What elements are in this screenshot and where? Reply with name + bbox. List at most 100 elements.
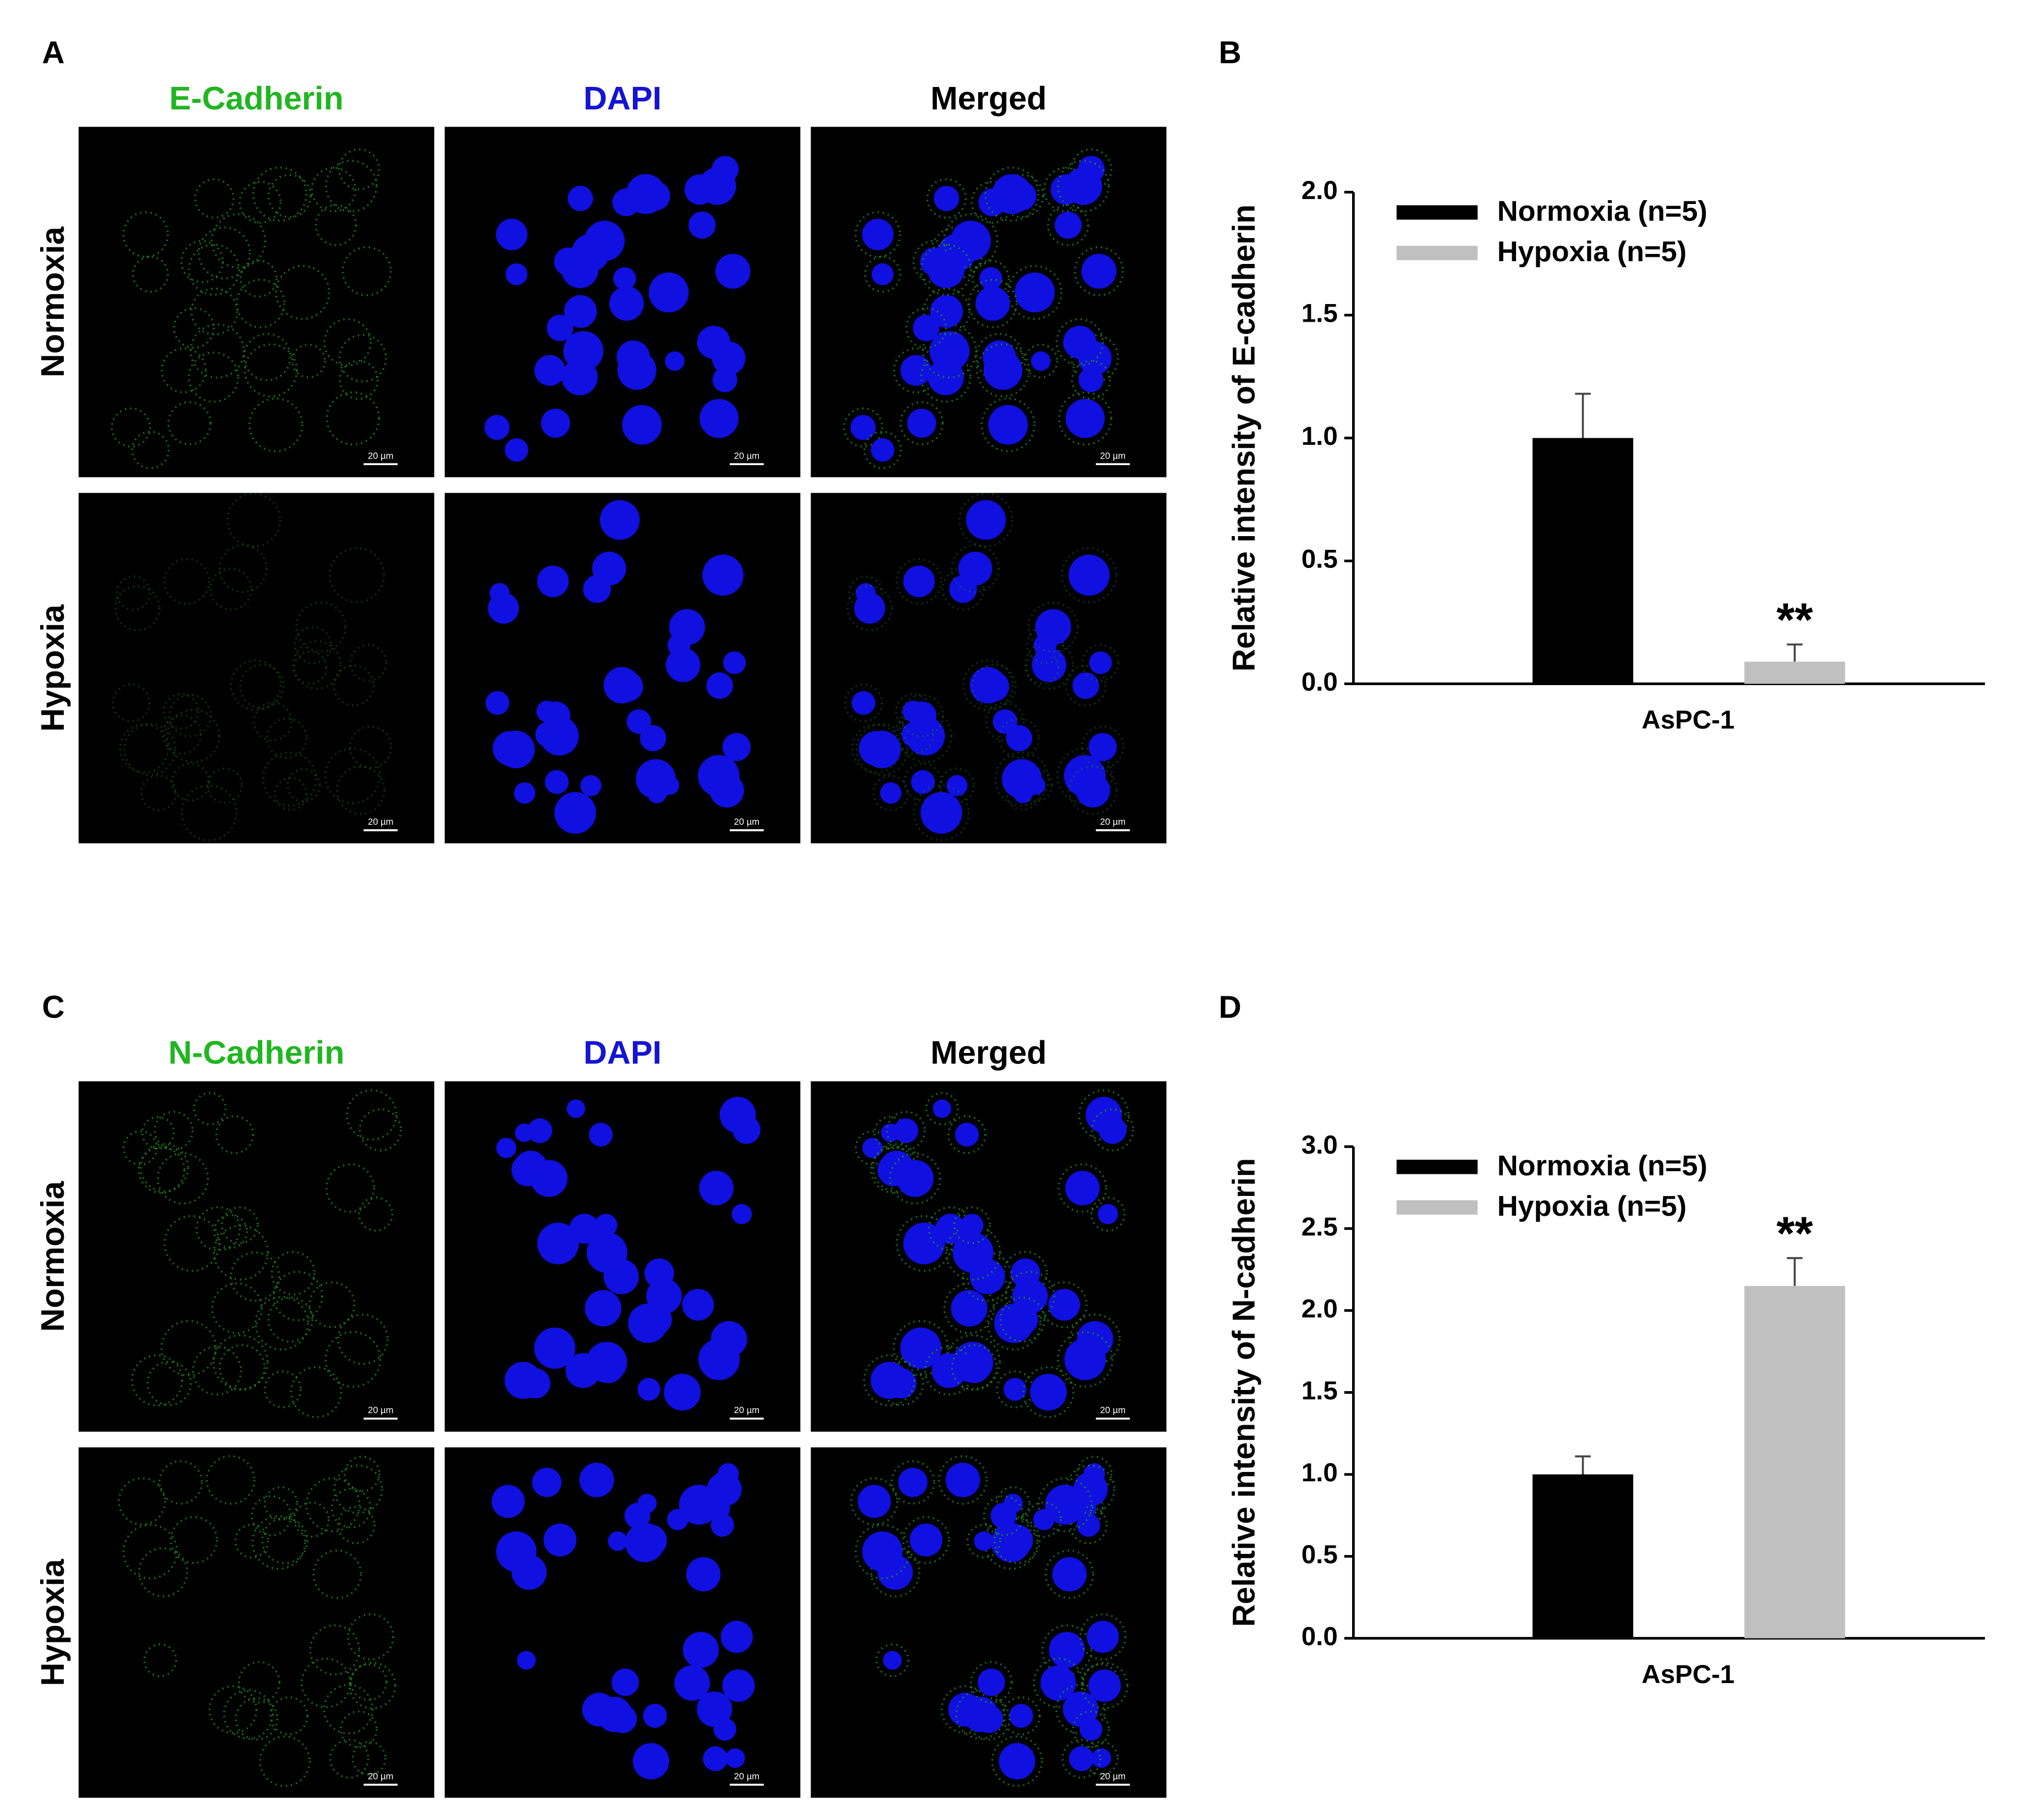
membrane-stain: [1072, 1710, 1110, 1749]
membrane-stain: [966, 1524, 1001, 1559]
nucleus: [484, 415, 510, 440]
scale-bar-label: 20 µm: [734, 450, 760, 461]
membrane-stain: [923, 287, 971, 335]
nucleus: [505, 438, 528, 462]
membrane-stain: [294, 626, 332, 664]
membrane-stain: [336, 765, 385, 815]
membrane-stain: [337, 1313, 389, 1365]
nucleus: [723, 651, 746, 675]
nucleus: [1077, 1513, 1100, 1537]
scale-bar-label: 20 µm: [368, 817, 394, 827]
nucleus: [988, 405, 1028, 445]
membrane-stain: [272, 1271, 323, 1322]
nucleus: [979, 267, 1002, 290]
y-tick-label: 2.5: [1302, 1212, 1338, 1242]
significance: **: [1777, 594, 1813, 647]
nucleus: [732, 1116, 761, 1144]
membrane-stain: [254, 1296, 309, 1351]
y-axis-label: Relative intensity of N-cadherin: [1226, 1158, 1261, 1627]
nucleus: [697, 1691, 732, 1727]
nucleus: [909, 1523, 943, 1557]
y-tick-label: 0.0: [1302, 1622, 1338, 1651]
membrane-stain: [226, 492, 282, 548]
membrane-stain: [168, 694, 212, 738]
nucleus: [870, 438, 895, 462]
nucleus: [951, 1290, 988, 1327]
membrane-stain: [947, 1115, 986, 1154]
nucleus: [530, 1160, 568, 1197]
y-axis-label: Relative intensity of E-cadherin: [1226, 205, 1261, 672]
nucleus: [534, 355, 566, 386]
nucleus: [635, 1524, 667, 1557]
scale-bar-label: 20 µm: [1100, 817, 1126, 827]
error-bar: [1787, 643, 1803, 662]
nucleus: [958, 1352, 990, 1383]
membrane-stain: [913, 784, 970, 841]
membrane-stain: [157, 1152, 209, 1205]
nucleus: [880, 782, 902, 804]
membrane-stain: [1007, 264, 1062, 320]
membrane-stain: [863, 431, 902, 470]
membrane-stain: [267, 1296, 313, 1343]
membrane-stain: [114, 585, 161, 631]
nucleus: [537, 1222, 579, 1265]
membrane-stain: [315, 204, 357, 246]
bar: [1532, 438, 1634, 684]
membrane-stain: [206, 768, 243, 804]
nucleus: [1049, 1631, 1085, 1668]
membrane-stain: [344, 1455, 381, 1492]
membrane-stain: [192, 1345, 242, 1396]
nucleus: [648, 272, 689, 313]
membrane-stain: [115, 575, 151, 611]
nucleus: [720, 1620, 753, 1653]
membrane-stain: [163, 1215, 220, 1272]
y-tick-label: 0.0: [1302, 668, 1338, 697]
membrane-stain: [1065, 665, 1107, 707]
nucleus: [900, 355, 931, 386]
nucleus: [674, 1665, 710, 1701]
membrane-stain: [1041, 1624, 1093, 1675]
membrane-stain: [248, 397, 304, 453]
scale-bar-label: 20 µm: [734, 1405, 760, 1415]
nucleus: [613, 267, 636, 290]
nucleus: [703, 1746, 728, 1772]
membrane-stain: [190, 287, 239, 335]
nucleus: [566, 1099, 586, 1118]
membrane-stain: [141, 1116, 175, 1150]
membrane-stain: [131, 431, 170, 470]
scale-bar-label: 20 µm: [368, 450, 394, 461]
nucleus: [504, 1361, 542, 1399]
micrograph: [78, 1081, 434, 1432]
bar: [1744, 1286, 1845, 1639]
nucleus: [1052, 1557, 1087, 1592]
membrane-stain: [140, 775, 177, 812]
membrane-stain: [844, 683, 883, 723]
nucleus: [639, 725, 666, 752]
nucleus: [496, 1531, 537, 1572]
membrane-stain: [333, 665, 374, 707]
membrane-stain: [967, 1697, 1011, 1741]
nucleus: [702, 554, 744, 596]
x-tick-label: AsPC-1: [1642, 705, 1735, 735]
nucleus: [722, 733, 751, 762]
membrane-stain: [328, 547, 385, 604]
y-tick-label: 1.5: [1302, 1376, 1338, 1405]
membrane-stain: [293, 650, 328, 685]
membrane-stain: [119, 723, 169, 774]
membrane-stain: [1025, 650, 1060, 685]
nucleus: [492, 1485, 525, 1518]
membrane-stain: [112, 683, 151, 723]
nucleus: [946, 775, 968, 797]
membrane-stain: [870, 1547, 920, 1598]
nucleus: [1033, 658, 1052, 677]
scale-bar-label: 20 µm: [1100, 1405, 1126, 1415]
nucleus: [488, 592, 519, 624]
nucleus: [537, 565, 569, 598]
nucleus: [624, 1503, 650, 1529]
membrane-stain: [308, 1281, 356, 1328]
scale-bar-label: 20 µm: [1100, 1771, 1126, 1782]
membrane-stain: [962, 659, 1014, 712]
nucleus: [1078, 367, 1104, 393]
nucleus: [930, 295, 963, 328]
